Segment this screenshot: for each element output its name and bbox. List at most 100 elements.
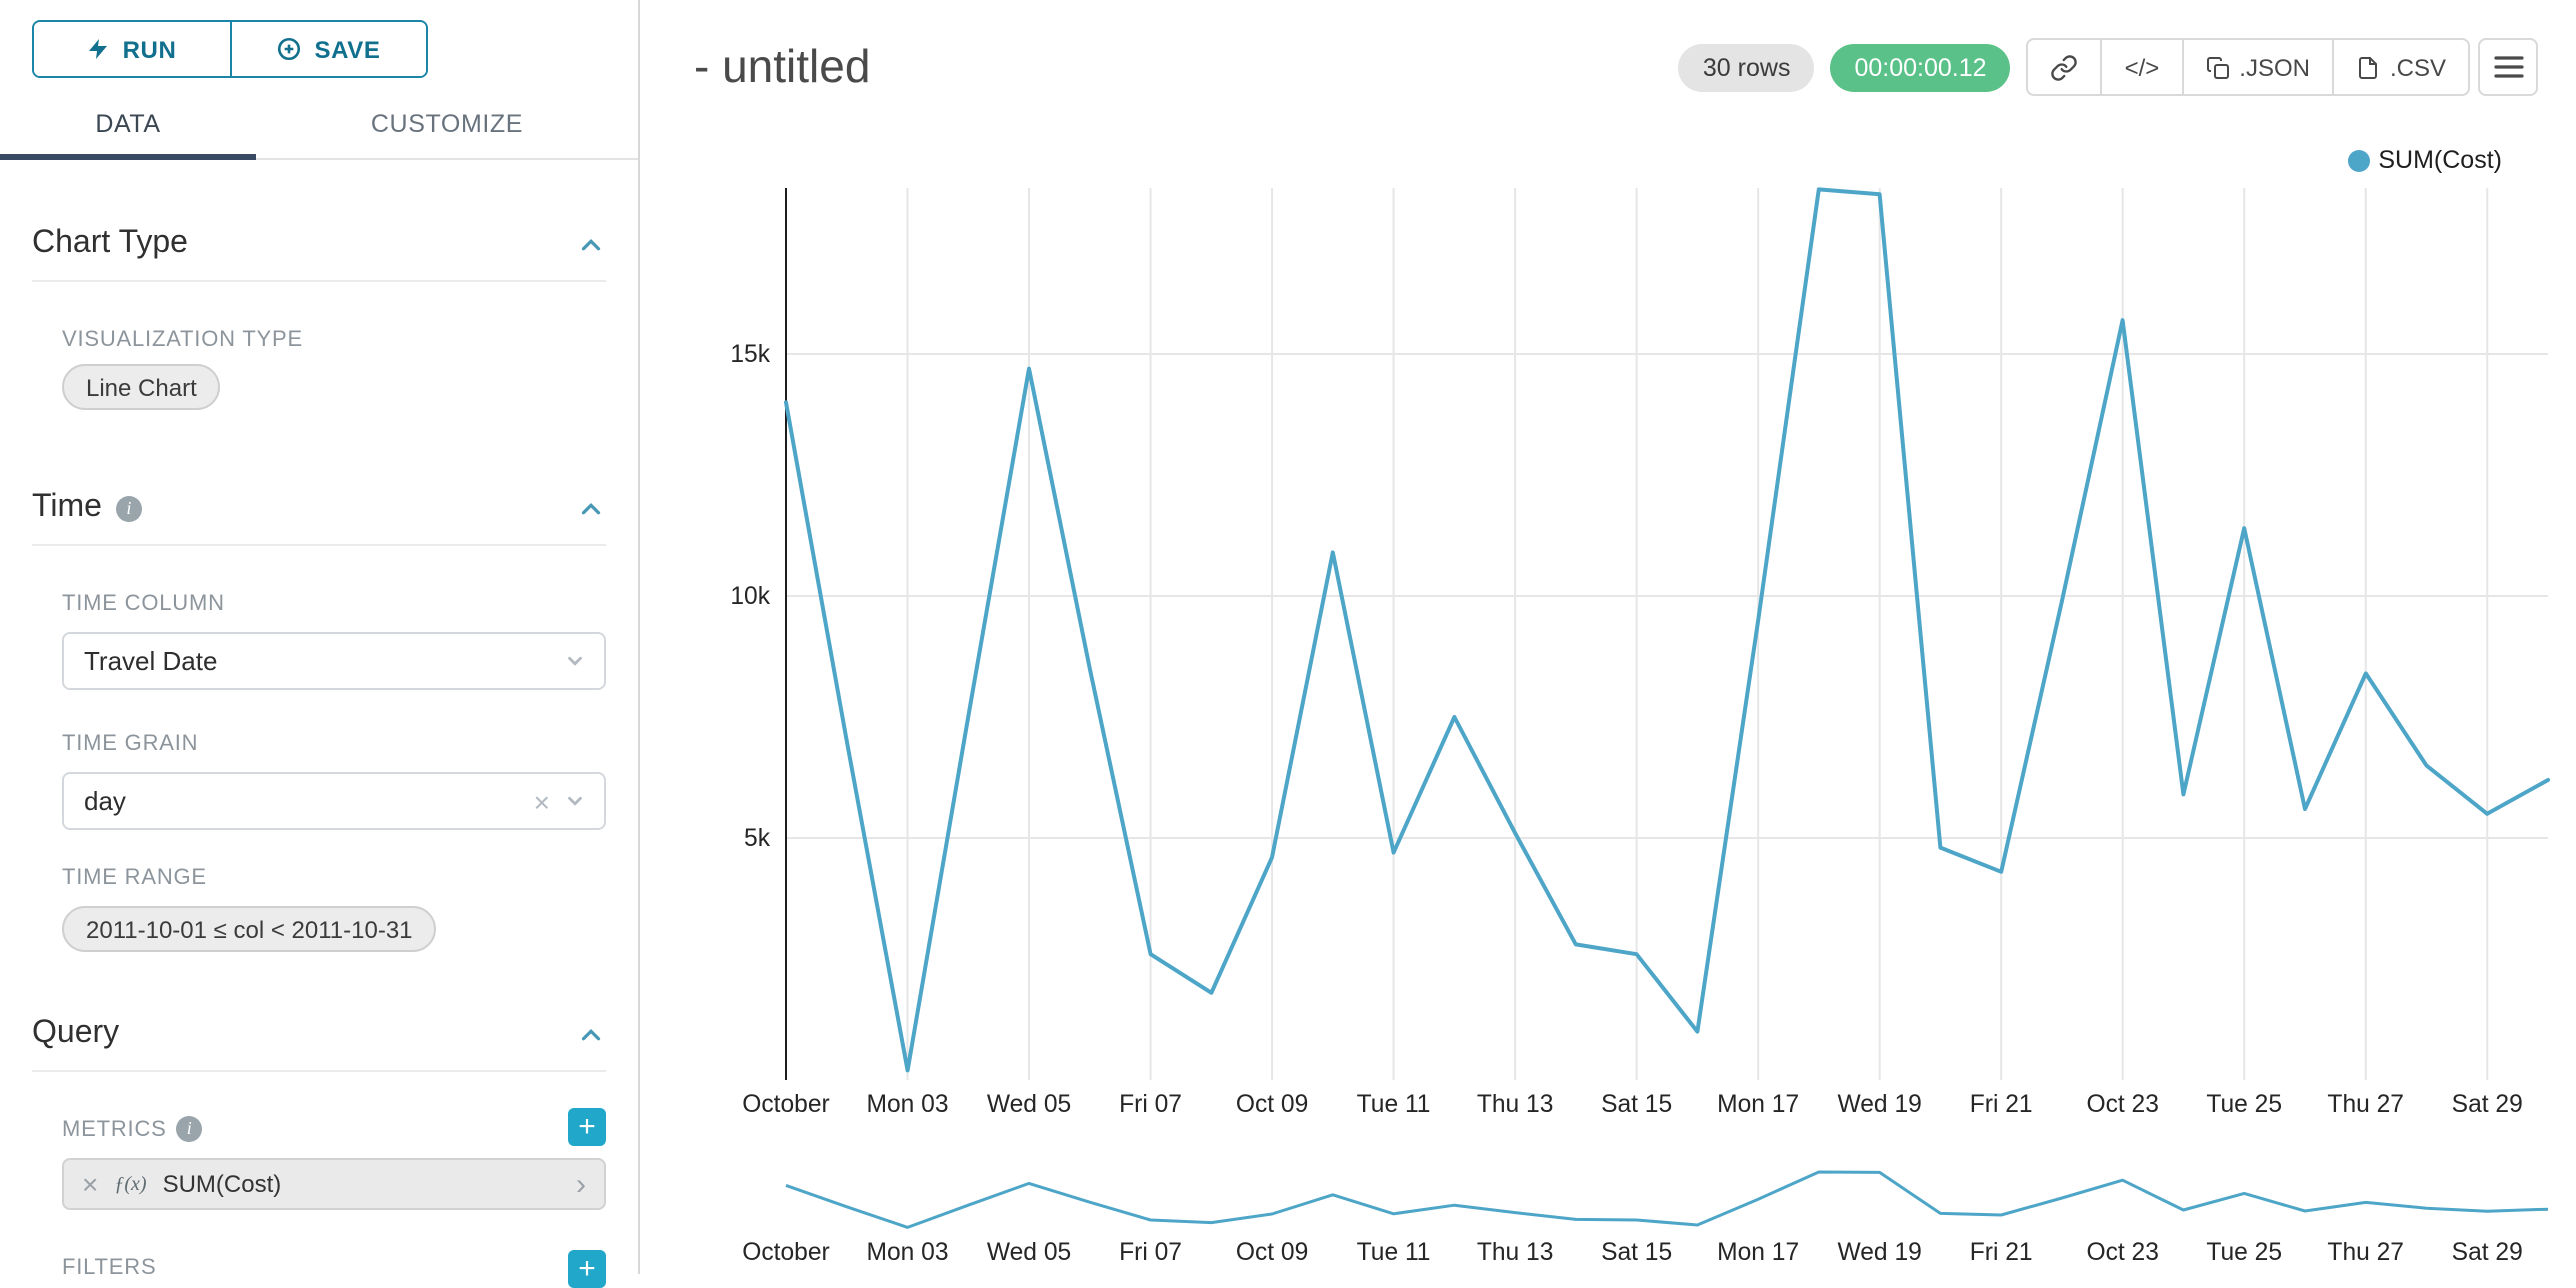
- file-icon: [2356, 55, 2380, 79]
- svg-text:Oct 09: Oct 09: [1236, 1239, 1308, 1266]
- section-query-title: Query: [32, 1016, 120, 1050]
- svg-text:October: October: [742, 1091, 829, 1118]
- chart-title: - untitled: [694, 40, 871, 92]
- chevron-down-icon: [564, 650, 586, 672]
- time-grain-select[interactable]: day ×: [62, 772, 606, 830]
- export-csv-button[interactable]: .CSV: [2333, 38, 2470, 96]
- svg-text:Mon 17: Mon 17: [1717, 1091, 1799, 1118]
- line-chart-canvas[interactable]: October Mon 03 Wed 05 Fri 07 Oct 09 Tue 11 Thu…: [640, 0, 2576, 1274]
- info-icon: i: [115, 495, 142, 521]
- embed-code-button[interactable]: </>: [2102, 38, 2184, 96]
- time-column-select[interactable]: Travel Date: [62, 632, 606, 690]
- svg-text:Mon 17: Mon 17: [1717, 1239, 1799, 1266]
- svg-text:Oct 23: Oct 23: [2086, 1239, 2158, 1266]
- row-count-badge: 30 rows: [1678, 43, 1815, 91]
- svg-text:Tue 25: Tue 25: [2206, 1239, 2282, 1266]
- plus-icon: +: [578, 1252, 596, 1286]
- time-range-pill[interactable]: 2011-10-01 ≤ col < 2011-10-31: [62, 906, 437, 952]
- section-query-header: Query: [32, 1016, 606, 1072]
- run-save-button-group: RUN SAVE: [32, 20, 428, 78]
- svg-text:Sat 29: Sat 29: [2452, 1091, 2523, 1118]
- embed-code-label: </>: [2124, 53, 2160, 81]
- time-grain-value: day: [84, 786, 126, 816]
- svg-text:Oct 23: Oct 23: [2086, 1091, 2158, 1118]
- add-filter-button[interactable]: +: [568, 1250, 606, 1288]
- run-button[interactable]: RUN: [34, 22, 231, 76]
- export-json-button[interactable]: .JSON: [2183, 38, 2334, 96]
- tab-customize[interactable]: CUSTOMIZE: [256, 88, 638, 158]
- panel-tabs: DATA CUSTOMIZE: [0, 88, 638, 160]
- function-icon: ƒ(x): [114, 1173, 147, 1195]
- svg-text:15k: 15k: [730, 341, 770, 368]
- plus-circle-icon: [277, 36, 303, 62]
- control-panel: RUN SAVE DATA CUSTOMIZE Chart Type: [0, 0, 640, 1288]
- svg-text:Wed 05: Wed 05: [987, 1091, 1071, 1118]
- add-metric-button[interactable]: +: [568, 1108, 606, 1146]
- legend-label: SUM(Cost): [2378, 146, 2502, 174]
- svg-text:Fri 21: Fri 21: [1970, 1239, 2033, 1266]
- svg-text:Tue 11: Tue 11: [1357, 1091, 1431, 1118]
- filters-label: FILTERS: [62, 1256, 156, 1280]
- time-range-label: TIME RANGE: [62, 866, 207, 890]
- menu-button[interactable]: [2478, 38, 2538, 96]
- section-chart-type-title: Chart Type: [32, 226, 188, 260]
- svg-text:Thu 13: Thu 13: [1477, 1239, 1554, 1266]
- chevron-up-icon[interactable]: [576, 229, 606, 259]
- copy-icon: [2205, 55, 2229, 79]
- svg-text:Wed 05: Wed 05: [987, 1239, 1071, 1266]
- chevron-right-icon[interactable]: ›: [576, 1167, 586, 1201]
- query-timer-badge: 00:00:00.12: [1830, 43, 2011, 91]
- svg-text:Fri 07: Fri 07: [1119, 1239, 1182, 1266]
- time-column-value: Travel Date: [84, 646, 218, 676]
- svg-text:October: October: [742, 1239, 829, 1266]
- tab-customize-label: CUSTOMIZE: [370, 109, 524, 137]
- filters-label-text: FILTERS: [62, 1256, 157, 1280]
- metric-value: SUM(Cost): [162, 1170, 282, 1198]
- svg-text:10k: 10k: [730, 583, 770, 610]
- metrics-label-text: METRICS: [62, 1117, 167, 1141]
- svg-text:Sat 15: Sat 15: [1601, 1239, 1672, 1266]
- section-time-header: Time i: [32, 490, 606, 546]
- export-csv-label: .CSV: [2389, 53, 2446, 81]
- svg-text:Wed 19: Wed 19: [1837, 1239, 1921, 1266]
- chevron-up-icon[interactable]: [576, 493, 606, 523]
- svg-text:Thu 27: Thu 27: [2327, 1239, 2404, 1266]
- lightning-icon: [87, 36, 111, 62]
- remove-metric-icon[interactable]: ×: [82, 1168, 99, 1200]
- save-button[interactable]: SAVE: [231, 22, 426, 76]
- visualization-type-pill[interactable]: Line Chart: [62, 364, 221, 410]
- svg-text:5k: 5k: [744, 825, 771, 852]
- svg-text:Mon 03: Mon 03: [867, 1239, 949, 1266]
- time-range-value: 2011-10-01 ≤ col < 2011-10-31: [86, 915, 413, 943]
- chart-legend[interactable]: SUM(Cost): [2348, 146, 2502, 174]
- hamburger-icon: [2493, 54, 2523, 80]
- chart-panel: October Mon 03 Wed 05 Fri 07 Oct 09 Tue 11 Thu…: [640, 0, 2576, 1274]
- svg-text:Fri 21: Fri 21: [1970, 1091, 2033, 1118]
- svg-text:Thu 27: Thu 27: [2327, 1091, 2404, 1118]
- svg-text:Oct 09: Oct 09: [1236, 1091, 1308, 1118]
- time-column-label: TIME COLUMN: [62, 592, 225, 616]
- visualization-type-label: VISUALIZATION TYPE: [62, 328, 303, 352]
- tab-data[interactable]: DATA: [0, 88, 256, 160]
- save-button-label: SAVE: [314, 35, 381, 63]
- metric-pill[interactable]: × ƒ(x) SUM(Cost) ›: [62, 1158, 606, 1210]
- export-button-group: </> .JSON .CSV: [2026, 38, 2470, 96]
- svg-text:Thu 13: Thu 13: [1477, 1091, 1554, 1118]
- info-icon: i: [176, 1116, 203, 1142]
- export-json-label: .JSON: [2239, 53, 2310, 81]
- svg-text:Mon 03: Mon 03: [867, 1091, 949, 1118]
- clear-icon[interactable]: ×: [533, 785, 550, 817]
- svg-text:Tue 25: Tue 25: [2206, 1091, 2282, 1118]
- legend-dot: [2348, 149, 2371, 171]
- link-icon: [2051, 53, 2079, 81]
- chevron-up-icon[interactable]: [576, 1019, 606, 1049]
- visualization-type-value: Line Chart: [86, 373, 197, 401]
- plus-icon: +: [578, 1110, 596, 1144]
- svg-text:Sat 29: Sat 29: [2452, 1239, 2523, 1266]
- share-link-button[interactable]: [2026, 38, 2103, 96]
- tab-data-label: DATA: [95, 109, 161, 137]
- chevron-down-icon: [564, 790, 586, 812]
- section-chart-type-header: Chart Type: [32, 226, 606, 282]
- svg-text:Wed 19: Wed 19: [1837, 1091, 1921, 1118]
